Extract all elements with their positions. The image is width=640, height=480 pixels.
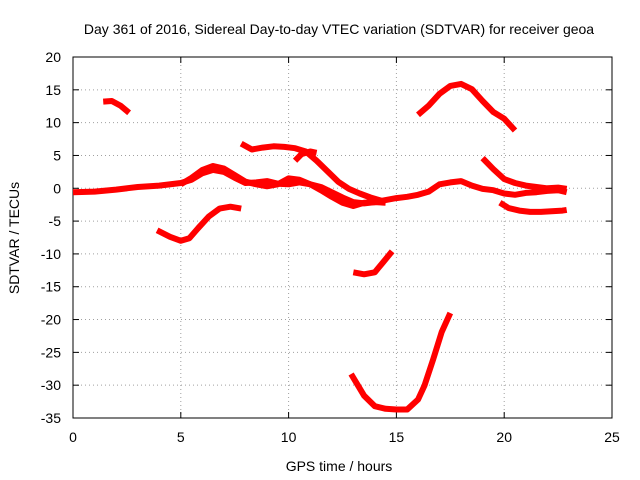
y-tick-label: -15 <box>41 279 61 295</box>
y-tick-label: -35 <box>41 410 61 426</box>
series-arc-9 <box>416 80 518 133</box>
y-tick-label: 20 <box>45 49 61 65</box>
x-tick-label: 25 <box>604 429 620 445</box>
plot-area-border <box>72 56 613 419</box>
y-tick-label: -10 <box>41 246 61 262</box>
chart-title: Day 361 of 2016, Sidereal Day-to-day VTE… <box>84 21 594 37</box>
y-tick-label: -30 <box>41 377 61 393</box>
x-tick-label: 0 <box>69 429 77 445</box>
y-tick-label: 0 <box>53 180 61 196</box>
series-arc-4 <box>155 203 242 244</box>
series-arc-6 <box>292 148 318 163</box>
x-tick-label: 5 <box>177 429 185 445</box>
y-tick-label: 15 <box>45 82 61 98</box>
x-axis-label: GPS time / hours <box>286 458 393 474</box>
y-tick-label: 5 <box>53 147 61 163</box>
series-arc-3 <box>102 98 132 116</box>
series-arc-2 <box>179 163 386 209</box>
data-series <box>72 80 568 413</box>
y-tick-label: -20 <box>41 312 61 328</box>
y-tick-label: -5 <box>49 213 62 229</box>
x-tick-label: 10 <box>281 429 297 445</box>
y-axis-label: SDTVAR / TECUs <box>6 182 22 294</box>
grid-lines <box>73 57 612 418</box>
y-tick-label: -25 <box>41 344 61 360</box>
series-arc-5 <box>239 140 383 204</box>
series-arc-11 <box>498 200 568 215</box>
y-tick-label: 10 <box>45 115 61 131</box>
x-tick-label: 20 <box>496 429 512 445</box>
series-arc-7 <box>348 311 454 413</box>
series-arc-8 <box>352 249 395 278</box>
x-tick-label: 15 <box>389 429 405 445</box>
series-arc-10 <box>480 156 568 192</box>
axis-ticks: 0 5 10 15 20 25 -35 -30 -25 -20 -15 -10 -5 0 5 10 15 20 <box>41 49 620 445</box>
